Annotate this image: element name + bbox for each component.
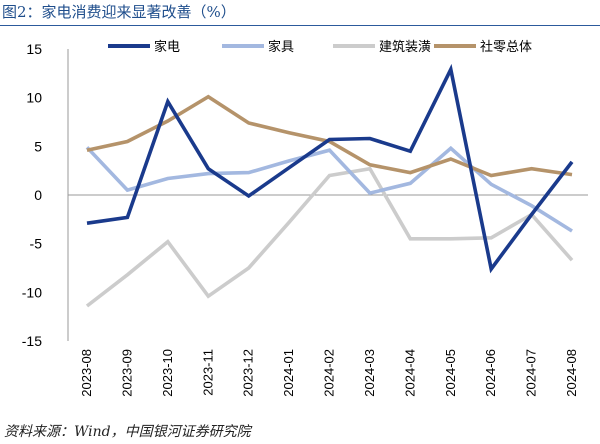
x-tick-label: 2024-04 [402,349,417,397]
y-tick-label: 15 [26,41,42,57]
x-tick-label: 2024-02 [322,349,337,397]
series-layer [85,63,574,308]
x-tick-label: 2024-01 [281,349,296,397]
y-tick-label: 5 [34,138,42,154]
x-tick-label: 2023-12 [241,349,256,397]
series-line [86,63,574,274]
legend-label: 家电 [154,39,180,55]
x-tick-label: 2023-08 [79,349,94,397]
series-line [85,145,573,233]
series-line [86,94,573,178]
y-tick-label: -10 [22,284,42,300]
x-tick-label: 2023-10 [160,349,175,397]
y-tick-label: 10 [26,90,42,106]
legend-label: 建筑装潢 [379,39,431,55]
source-note: 资料来源：Wind，中国银河证券研究院 [4,424,251,440]
x-tick-label: 2023-11 [200,349,215,396]
x-tick-label: 2024-08 [564,349,579,397]
y-tick-label: -5 [30,236,43,252]
series-line [85,166,574,308]
x-tick-label: 2024-03 [362,349,377,397]
x-tick-label: 2023-09 [119,349,134,397]
y-tick-label: 0 [34,187,42,203]
legend-label: 家具 [268,39,294,55]
y-tick-label: -15 [22,333,42,349]
x-tick-label: 2024-05 [443,349,458,397]
legend: 家电 家具 建筑装潢 社零总体 [108,39,532,55]
x-tick-label: 2024-07 [524,349,539,397]
legend-label: 社零总体 [480,39,532,55]
axes: 15 10 5 0 -5 -10 -15 2023-08 2023-09 2023-10 2023-… [22,41,588,397]
x-tick-label: 2024-06 [483,349,498,397]
figure-title: 图2：家电消费迎来显著改善（%） [0,0,600,26]
